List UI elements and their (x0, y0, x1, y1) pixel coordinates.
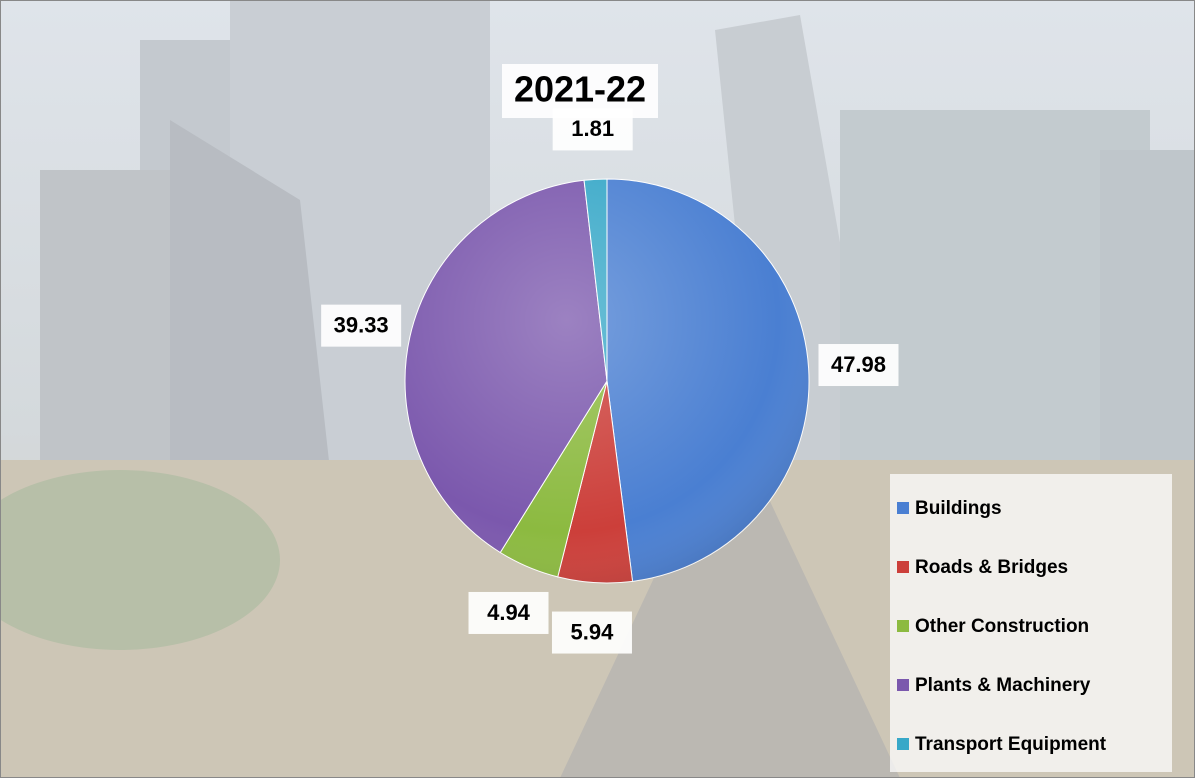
data-label: 47.98 (831, 352, 886, 377)
data-label: 5.94 (571, 619, 615, 644)
legend-swatch (897, 679, 909, 691)
legend-label: Roads & Bridges (915, 557, 1068, 578)
legend-label: Other Construction (915, 616, 1089, 637)
chart-title: 2021-22 (514, 69, 646, 110)
data-label: 1.81 (571, 116, 614, 141)
data-label: 4.94 (487, 600, 531, 625)
legend-swatch (897, 502, 909, 514)
legend-swatch (897, 561, 909, 573)
legend-label: Transport Equipment (915, 734, 1107, 755)
legend-swatch (897, 620, 909, 632)
legend-label: Buildings (915, 498, 1002, 519)
chart: 2021-22 Buildings Roads & Bridges Other Co… (0, 0, 1195, 778)
legend-swatch (897, 738, 909, 750)
page: 2021-22 Buildings Roads & Bridges Other Co… (0, 0, 1195, 783)
legend-label: Plants & Machinery (915, 675, 1091, 696)
pie (405, 179, 809, 583)
data-label: 39.33 (334, 312, 389, 337)
